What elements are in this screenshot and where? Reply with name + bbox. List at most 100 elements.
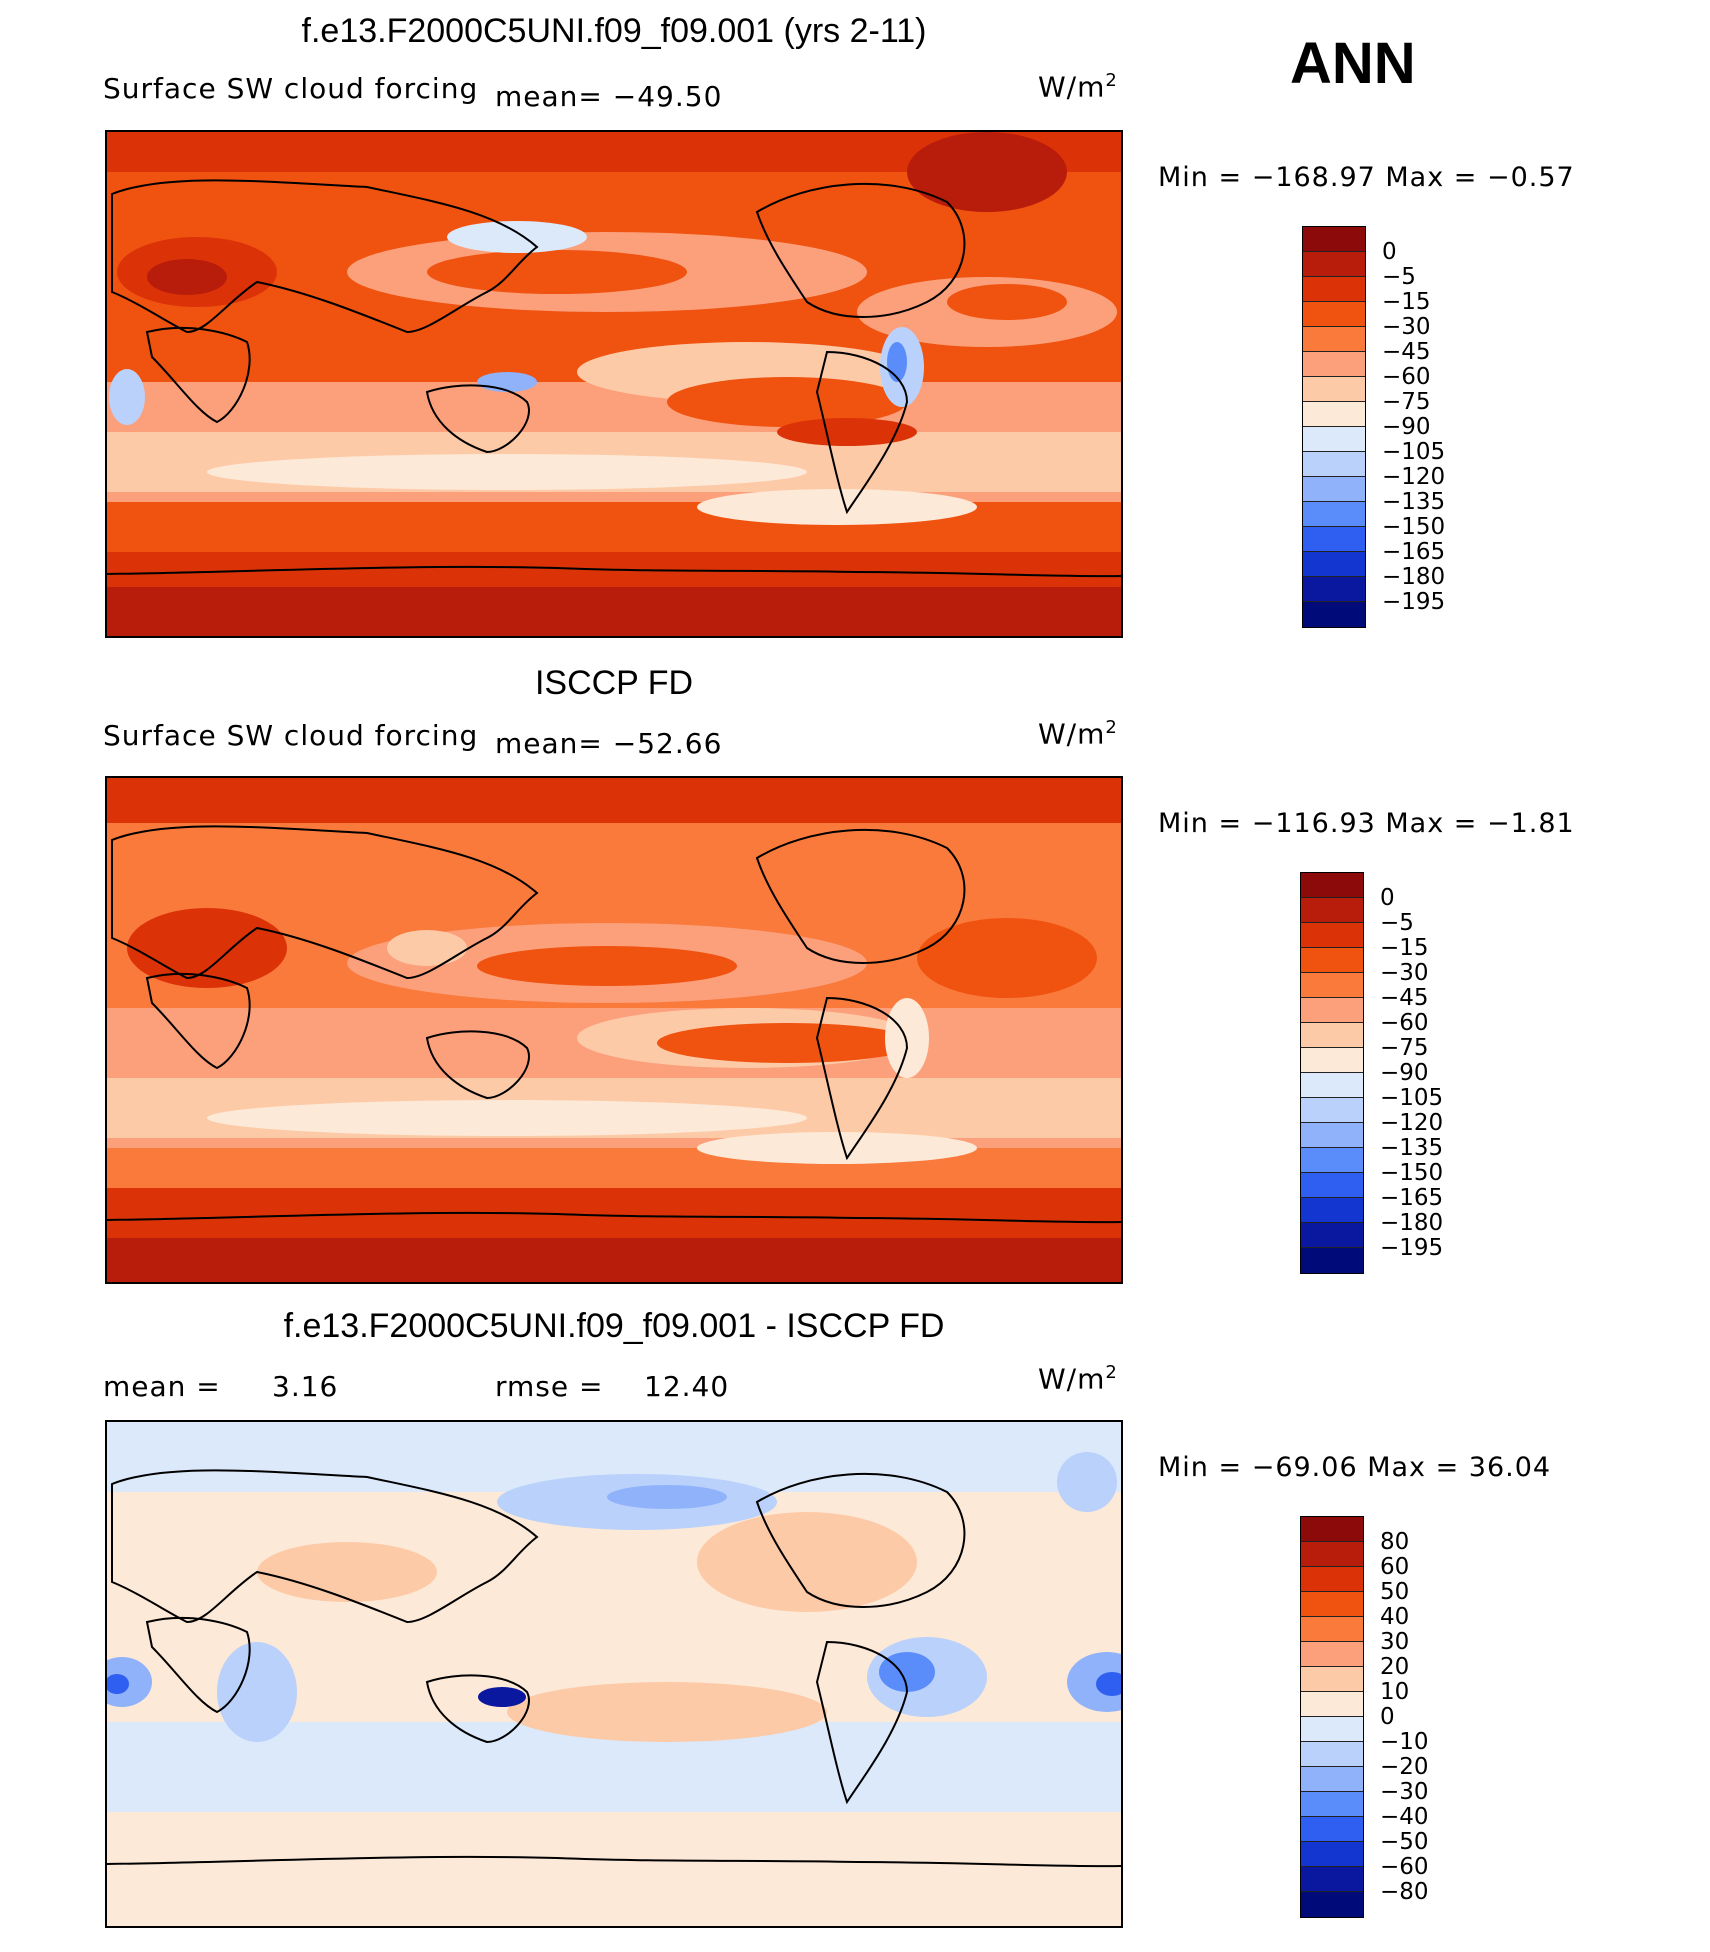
colorbar-swatch (1303, 427, 1365, 452)
colorbar-swatch (1301, 1867, 1363, 1892)
panel1-colorbar (1302, 226, 1366, 628)
panel1-title: f.e13.F2000C5UNI.f09_f09.001 (yrs 2-11) (301, 12, 927, 50)
colorbar-label: −60 (1382, 364, 1431, 390)
colorbar-label: −105 (1380, 1085, 1444, 1111)
colorbar-swatch (1301, 1742, 1363, 1767)
colorbar-swatch (1301, 1148, 1363, 1173)
colorbar-label: −30 (1382, 314, 1431, 340)
panel2-colorbar (1300, 872, 1364, 1274)
panel1-variable: Surface SW cloud forcing (103, 72, 479, 105)
colorbar-swatch (1301, 1023, 1363, 1048)
colorbar-swatch (1301, 898, 1363, 923)
colorbar-swatch (1301, 1073, 1363, 1098)
colorbar-label: −80 (1380, 1879, 1429, 1905)
colorbar-swatch (1301, 1223, 1363, 1248)
colorbar-label: 20 (1380, 1654, 1410, 1680)
panel3-mean-value: 3.16 (272, 1370, 339, 1403)
panel1-mean: mean= −49.50 (495, 80, 723, 113)
colorbar-label: −40 (1380, 1804, 1429, 1830)
colorbar-label: −75 (1380, 1035, 1429, 1061)
panel2-units: W/m2 (1038, 717, 1118, 751)
colorbar-swatch (1301, 948, 1363, 973)
colorbar-swatch (1301, 1717, 1363, 1742)
colorbar-swatch (1301, 1248, 1363, 1273)
colorbar-swatch (1303, 277, 1365, 302)
colorbar-label: −20 (1380, 1754, 1429, 1780)
colorbar-swatch (1301, 923, 1363, 948)
colorbar-label: 0 (1382, 239, 1397, 265)
colorbar-label: −180 (1382, 564, 1446, 590)
colorbar-label: −45 (1380, 985, 1429, 1011)
colorbar-swatch (1301, 1198, 1363, 1223)
colorbar-label: −15 (1380, 935, 1429, 961)
colorbar-swatch (1303, 227, 1365, 252)
colorbar-label: −45 (1382, 339, 1431, 365)
colorbar-label: −150 (1380, 1160, 1444, 1186)
colorbar-swatch (1301, 1173, 1363, 1198)
colorbar-swatch (1301, 1542, 1363, 1567)
colorbar-swatch (1301, 1892, 1363, 1917)
panel2-title: ISCCP FD (534, 664, 694, 702)
colorbar-swatch (1301, 1098, 1363, 1123)
colorbar-swatch (1301, 1767, 1363, 1792)
colorbar-label: −120 (1380, 1110, 1444, 1136)
colorbar-label: −135 (1380, 1135, 1444, 1161)
colorbar-label: −105 (1382, 439, 1446, 465)
colorbar-swatch (1303, 527, 1365, 552)
panel3-rmse-value: 12.40 (644, 1370, 730, 1403)
colorbar-swatch (1303, 352, 1365, 377)
colorbar-swatch (1303, 377, 1365, 402)
colorbar-label: 40 (1380, 1604, 1410, 1630)
colorbar-label: −30 (1380, 1779, 1429, 1805)
panel3-map (105, 1420, 1123, 1928)
colorbar-label: −90 (1380, 1060, 1429, 1086)
colorbar-swatch (1303, 577, 1365, 602)
colorbar-swatch (1301, 1842, 1363, 1867)
colorbar-label: −90 (1382, 414, 1431, 440)
panel1-minmax: Min = −168.97 Max = −0.57 (1158, 162, 1575, 193)
colorbar-label: −50 (1380, 1829, 1429, 1855)
colorbar-swatch (1303, 302, 1365, 327)
colorbar-swatch (1301, 1792, 1363, 1817)
season-label: ANN (1290, 31, 1416, 96)
panel3-mean-label: mean = (103, 1370, 221, 1403)
colorbar-label: −5 (1382, 264, 1416, 290)
panel1-map (105, 130, 1123, 638)
colorbar-label: 60 (1380, 1554, 1410, 1580)
colorbar-label: 50 (1380, 1579, 1410, 1605)
colorbar-swatch (1301, 1667, 1363, 1692)
colorbar-swatch (1303, 552, 1365, 577)
colorbar-label: −165 (1380, 1185, 1444, 1211)
panel3-minmax: Min = −69.06 Max = 36.04 (1158, 1452, 1552, 1483)
colorbar-label: 0 (1380, 1704, 1395, 1730)
colorbar-label: 0 (1380, 885, 1395, 911)
colorbar-swatch (1301, 1123, 1363, 1148)
colorbar-swatch (1301, 1048, 1363, 1073)
panel1-units: W/m2 (1038, 70, 1118, 104)
colorbar-swatch (1303, 452, 1365, 477)
colorbar-label: −30 (1380, 960, 1429, 986)
colorbar-swatch (1301, 998, 1363, 1023)
colorbar-label: −60 (1380, 1854, 1429, 1880)
colorbar-swatch (1303, 252, 1365, 277)
panel3-rmse-label: rmse = (495, 1370, 604, 1403)
colorbar-label: −135 (1382, 489, 1446, 515)
colorbar-swatch (1303, 502, 1365, 527)
colorbar-label: −75 (1382, 389, 1431, 415)
panel3-colorbar (1300, 1516, 1364, 1918)
colorbar-swatch (1303, 327, 1365, 352)
colorbar-swatch (1301, 1642, 1363, 1667)
colorbar-label: −60 (1380, 1010, 1429, 1036)
colorbar-swatch (1301, 1592, 1363, 1617)
colorbar-label: −15 (1382, 289, 1431, 315)
colorbar-label: 80 (1380, 1529, 1410, 1555)
colorbar-label: −5 (1380, 910, 1414, 936)
colorbar-label: 10 (1380, 1679, 1410, 1705)
panel3-units: W/m2 (1038, 1362, 1118, 1396)
colorbar-label: −165 (1382, 539, 1446, 565)
colorbar-label: −10 (1380, 1729, 1429, 1755)
colorbar-label: −120 (1382, 464, 1446, 490)
colorbar-swatch (1303, 602, 1365, 627)
panel3-title: f.e13.F2000C5UNI.f09_f09.001 - ISCCP FD (283, 1307, 945, 1345)
panel2-minmax: Min = −116.93 Max = −1.81 (1158, 808, 1575, 839)
